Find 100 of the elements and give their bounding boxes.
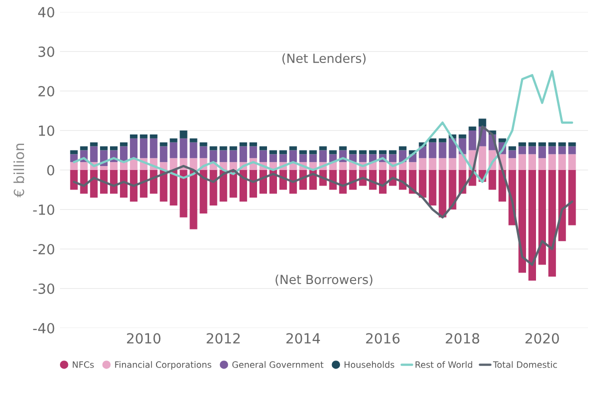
bar xyxy=(210,150,218,162)
bar xyxy=(289,150,297,162)
legend-label: Financial Corporations xyxy=(115,361,212,370)
bar xyxy=(438,170,446,218)
bar xyxy=(220,150,228,162)
bar xyxy=(538,146,546,158)
bar xyxy=(200,146,208,158)
bar xyxy=(180,138,188,158)
bar xyxy=(528,154,536,170)
bar xyxy=(230,162,238,170)
bar xyxy=(398,146,406,150)
y-tick-label: 0 xyxy=(47,164,54,176)
bar xyxy=(240,170,248,202)
bar xyxy=(538,170,546,265)
bar xyxy=(558,170,566,242)
legend-label: Rest of World xyxy=(416,361,472,368)
bar xyxy=(80,162,88,170)
bar xyxy=(120,170,128,198)
bar xyxy=(438,138,446,142)
bar xyxy=(249,146,258,158)
bar xyxy=(200,170,208,214)
y-tick-label: -40 xyxy=(33,322,54,334)
bar xyxy=(230,146,238,150)
bar xyxy=(130,170,138,202)
bar xyxy=(140,134,148,138)
bar xyxy=(388,154,397,162)
bar xyxy=(418,158,426,170)
bar xyxy=(150,138,158,158)
annotation: (Net Borrowers) xyxy=(276,274,372,286)
y-tick-label: -30 xyxy=(33,283,54,294)
x-tick-label: 2012 xyxy=(206,333,240,344)
bar xyxy=(279,154,287,162)
bar xyxy=(458,134,466,138)
y-tick-label: 20 xyxy=(38,86,54,96)
bar xyxy=(538,158,546,170)
bar xyxy=(518,142,526,146)
bar xyxy=(568,142,576,146)
y-tick-label: 40 xyxy=(38,6,54,18)
bar xyxy=(170,158,178,170)
bar xyxy=(240,142,248,146)
line-series xyxy=(72,70,574,183)
bar xyxy=(498,138,506,142)
bar xyxy=(299,154,307,162)
bar xyxy=(80,146,88,150)
bar xyxy=(438,142,446,158)
bar xyxy=(120,162,128,170)
bar xyxy=(508,150,516,158)
bar xyxy=(528,146,536,154)
legend-label: General Government xyxy=(232,361,324,368)
bar xyxy=(488,170,496,190)
bar xyxy=(70,162,78,170)
bar xyxy=(249,170,258,198)
bar xyxy=(558,142,566,146)
y-tick-label: -20 xyxy=(33,244,54,254)
bar xyxy=(428,138,436,142)
bar xyxy=(518,146,526,154)
bar xyxy=(120,142,128,146)
bar xyxy=(339,162,347,170)
x-tick-label: 2018 xyxy=(446,333,480,344)
bar xyxy=(558,146,566,154)
bar xyxy=(259,146,268,150)
bar xyxy=(438,158,446,170)
bar xyxy=(548,154,556,170)
bar xyxy=(378,162,387,170)
y-axis-title: € billion xyxy=(13,144,24,198)
bar xyxy=(190,170,198,230)
legend-label: Total Domestic xyxy=(492,361,557,368)
bar xyxy=(200,142,208,146)
bar xyxy=(568,146,576,154)
bar xyxy=(508,146,516,150)
bar xyxy=(180,170,188,218)
bar xyxy=(329,150,337,154)
bar xyxy=(90,142,98,146)
bar xyxy=(319,146,327,150)
bar xyxy=(230,150,238,162)
bar xyxy=(468,130,476,150)
bar xyxy=(538,142,546,146)
annotation: (Net Lenders) xyxy=(282,53,366,64)
bar xyxy=(190,138,198,142)
bar xyxy=(160,142,168,146)
bar xyxy=(100,166,108,170)
legend-label: NFCs xyxy=(72,361,94,368)
bar xyxy=(528,170,536,281)
x-tick-label: 2010 xyxy=(127,333,160,344)
bar xyxy=(448,170,456,210)
bar xyxy=(269,154,277,162)
bar xyxy=(130,138,138,158)
bar xyxy=(140,138,148,158)
bar xyxy=(428,142,436,158)
bar xyxy=(568,170,576,226)
bar xyxy=(180,130,188,138)
bar xyxy=(548,142,556,146)
bar xyxy=(190,142,198,158)
bar xyxy=(548,170,556,277)
bar xyxy=(428,158,436,170)
bar xyxy=(478,146,486,170)
y-tick-label: -10 xyxy=(33,204,54,215)
bar xyxy=(408,162,416,170)
bar xyxy=(70,170,78,190)
bar xyxy=(518,154,526,170)
